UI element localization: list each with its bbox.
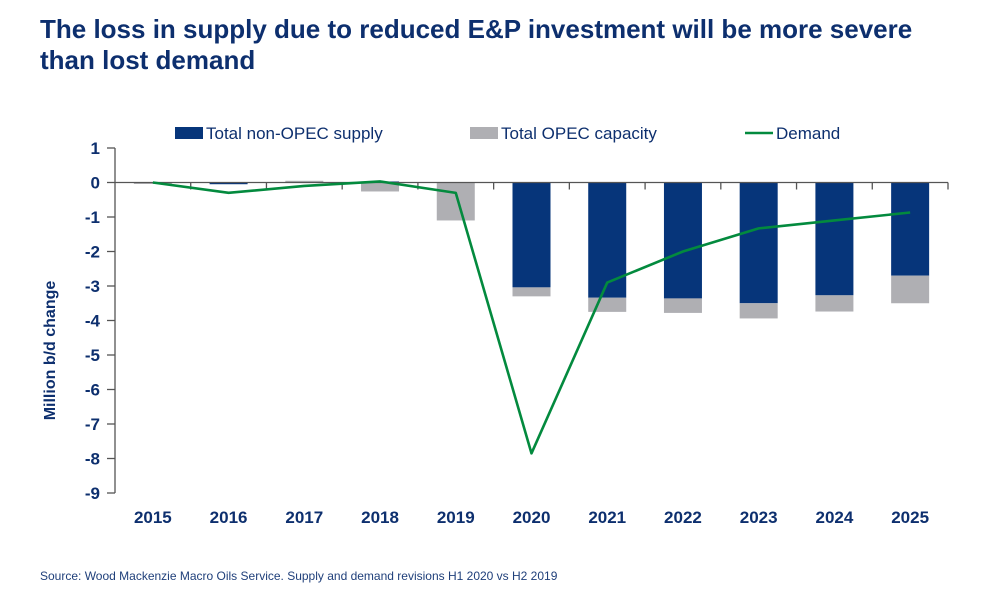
legend-label: Demand (776, 124, 840, 143)
y-tick-label: -4 (85, 312, 101, 331)
x-tick-label: 2020 (513, 508, 551, 527)
y-tick-label: -5 (85, 346, 100, 365)
bar-total-non-opec-supply-2020 (512, 182, 551, 288)
y-tick-label: -8 (85, 450, 100, 469)
y-tick-label: -6 (85, 381, 100, 400)
x-tick-label: 2015 (134, 508, 172, 527)
x-tick-label: 2018 (361, 508, 399, 527)
x-tick-label: 2017 (285, 508, 323, 527)
bar-total-non-opec-supply-2023 (739, 182, 778, 304)
bar-total-opec-capacity-2020 (512, 287, 551, 297)
x-tick-label: 2022 (664, 508, 702, 527)
bar-total-non-opec-supply-2022 (663, 182, 702, 299)
y-tick-label: -9 (85, 484, 100, 503)
y-tick-label: 1 (91, 139, 100, 158)
legend-swatch (470, 127, 498, 139)
bar-total-non-opec-supply-2021 (588, 182, 627, 298)
bar-total-non-opec-supply-2024 (815, 182, 854, 296)
y-tick-label: -3 (85, 277, 100, 296)
legend-label: Total OPEC capacity (501, 124, 657, 143)
legend-swatch (175, 127, 203, 139)
bar-total-opec-capacity-2025 (891, 275, 930, 304)
x-tick-label: 2019 (437, 508, 475, 527)
bar-total-opec-capacity-2024 (815, 295, 854, 312)
bar-total-opec-capacity-2017 (285, 180, 324, 183)
bar-total-opec-capacity-2019 (436, 182, 475, 221)
bar-total-non-opec-supply-2016 (209, 182, 248, 185)
y-tick-label: -2 (85, 243, 100, 262)
y-tick-label: 0 (91, 174, 100, 193)
y-tick-label: -7 (85, 415, 100, 434)
x-tick-label: 2021 (588, 508, 626, 527)
x-tick-label: 2025 (891, 508, 929, 527)
source-note: Source: Wood Mackenzie Macro Oils Servic… (40, 569, 558, 583)
x-tick-label: 2016 (210, 508, 248, 527)
chart-title: The loss in supply due to reduced E&P in… (40, 14, 913, 75)
y-tick-label: -1 (85, 208, 100, 227)
bar-total-non-opec-supply-2025 (891, 182, 930, 276)
bar-total-opec-capacity-2022 (663, 298, 702, 313)
legend-label: Total non-OPEC supply (206, 124, 383, 143)
bar-total-opec-capacity-2023 (739, 303, 778, 319)
x-tick-label: 2024 (815, 508, 853, 527)
x-tick-label: 2023 (740, 508, 778, 527)
bar-total-opec-capacity-2018 (361, 182, 400, 192)
y-axis-label: Million b/d change (42, 281, 59, 421)
